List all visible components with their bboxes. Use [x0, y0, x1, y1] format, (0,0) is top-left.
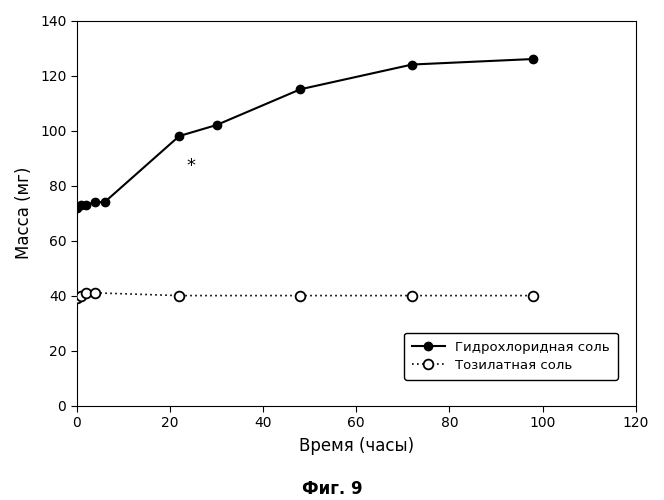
Гидрохлоридная соль: [296, 86, 304, 92]
Гидрохлоридная соль: [212, 122, 220, 128]
Y-axis label: Масса (мг): Масса (мг): [15, 167, 33, 260]
Legend: Гидрохлоридная соль, Тозилатная соль: Гидрохлоридная соль, Тозилатная соль: [404, 332, 618, 380]
Тозилатная соль: [92, 290, 100, 296]
Гидрохлоридная соль: [408, 62, 416, 68]
Тозилатная соль: [175, 292, 183, 298]
Гидрохлоридная соль: [92, 199, 100, 205]
Гидрохлоридная соль: [101, 199, 109, 205]
Тозилатная соль: [78, 292, 86, 298]
Тозилатная соль: [73, 296, 81, 302]
Гидрохлоридная соль: [73, 204, 81, 210]
Text: Фиг. 9: Фиг. 9: [301, 480, 363, 498]
Line: Гидрохлоридная соль: Гидрохлоридная соль: [72, 55, 537, 212]
Гидрохлоридная соль: [78, 202, 86, 208]
Тозилатная соль: [408, 292, 416, 298]
Line: Тозилатная соль: Тозилатная соль: [72, 288, 539, 303]
Text: *: *: [187, 158, 195, 176]
Гидрохлоридная соль: [529, 56, 537, 62]
Тозилатная соль: [296, 292, 304, 298]
Тозилатная соль: [529, 292, 537, 298]
Тозилатная соль: [82, 290, 90, 296]
Гидрохлоридная соль: [82, 202, 90, 208]
Гидрохлоридная соль: [175, 133, 183, 139]
X-axis label: Время (часы): Время (часы): [299, 437, 414, 455]
